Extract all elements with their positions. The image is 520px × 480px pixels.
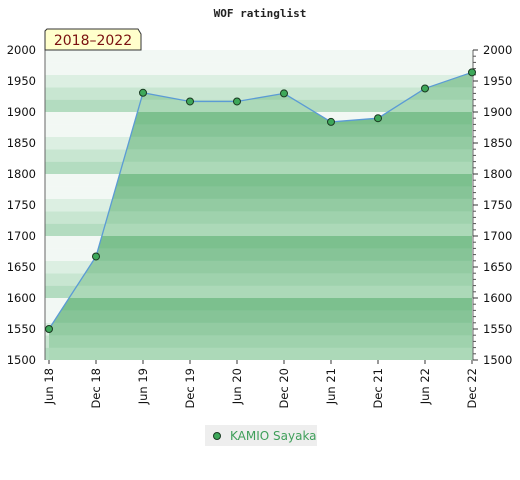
x-tick-label: Jun 19 — [136, 368, 150, 405]
x-tick-label: Jun 22 — [418, 368, 432, 405]
x-tick-label: Jun 21 — [324, 368, 338, 405]
y-tick-label-left: 1800 — [7, 167, 36, 181]
data-point — [92, 252, 100, 261]
y-tick-label-right: 1850 — [483, 136, 512, 150]
y-tick-label-left: 2000 — [7, 43, 36, 57]
y-tick-label-left: 1600 — [7, 291, 36, 305]
data-point — [421, 84, 429, 93]
area-band — [49, 186, 472, 199]
area-band — [49, 347, 472, 360]
x-tick-label: Dec 21 — [371, 368, 385, 409]
legend-marker — [213, 432, 221, 440]
area-band — [49, 136, 472, 150]
legend-label: KAMIO Sayaka — [230, 429, 317, 443]
area-band — [49, 248, 472, 261]
area-band — [49, 322, 472, 336]
y-tick-label-left: 1700 — [7, 229, 36, 243]
y-tick-label-right: 2000 — [483, 43, 512, 57]
y-tick-label-right: 1650 — [483, 260, 512, 274]
rating-line — [48, 71, 473, 330]
area-band — [49, 149, 472, 162]
data-point — [468, 68, 476, 77]
chart-title: WOF ratinglist — [214, 7, 307, 20]
y-tick-label-right: 1500 — [483, 353, 512, 367]
y-tick-label-left: 1850 — [7, 136, 36, 150]
area-band — [49, 198, 472, 212]
data-point — [327, 117, 335, 126]
area-band — [49, 298, 472, 311]
x-tick-label: Jun 18 — [42, 368, 56, 405]
y-tick-label-right: 1700 — [483, 229, 512, 243]
y-tick-label-right: 1900 — [483, 105, 512, 119]
x-tick-label: Dec 19 — [183, 368, 197, 409]
area-band — [49, 260, 472, 274]
grid-band — [45, 62, 473, 75]
y-tick-label-right: 1800 — [483, 167, 512, 181]
data-point — [139, 88, 147, 97]
data-points — [45, 68, 476, 333]
area-band — [49, 124, 472, 137]
data-point — [186, 97, 194, 106]
y-tick-label-right: 1550 — [483, 322, 512, 336]
x-tick-label: Jun 20 — [230, 368, 244, 405]
x-tick-label: Dec 22 — [465, 368, 479, 409]
area-band — [49, 236, 472, 249]
x-tick-label: Dec 20 — [277, 368, 291, 409]
data-point — [233, 97, 241, 106]
data-point — [280, 89, 288, 98]
y-tick-label-right: 1750 — [483, 198, 512, 212]
y-tick-label-left: 1550 — [7, 322, 36, 336]
x-tick-label: Dec 18 — [89, 368, 103, 409]
area-band — [49, 174, 472, 187]
area-band — [49, 161, 472, 174]
y-axis-right: 1500 1550 1600 1650 1700 1750 1800 1850 1900 1950… — [472, 43, 512, 367]
y-tick-label-left: 1950 — [7, 74, 36, 88]
area-band — [49, 335, 472, 348]
y-tick-label-left: 1650 — [7, 260, 36, 274]
y-tick-label-right: 1950 — [483, 74, 512, 88]
y-tick-label-right: 1600 — [483, 291, 512, 305]
y-tick-label-left: 1750 — [7, 198, 36, 212]
data-point — [374, 114, 382, 123]
legend: KAMIO Sayaka — [205, 425, 317, 446]
data-point — [45, 325, 53, 333]
area-band — [49, 285, 472, 298]
y-tick-label-left: 1500 — [7, 353, 36, 367]
area-band — [49, 310, 472, 323]
period-badge-text: 2018–2022 — [54, 33, 132, 49]
area-band — [49, 273, 472, 286]
x-axis: Jun 18 Dec 18 Jun 19 Dec 19 Jun 20 Dec 20 Jun … — [42, 360, 479, 409]
area-band — [49, 223, 472, 236]
area-bands — [49, 72, 472, 360]
area-band — [49, 211, 472, 224]
y-axis-left: 1500 1550 1600 1650 1700 1750 1800 1850 1900 1950… — [7, 43, 46, 367]
grid-band — [45, 50, 473, 63]
y-tick-label-left: 1900 — [7, 105, 36, 119]
period-badge: 2018–2022 — [44, 28, 142, 51]
grid-band — [45, 74, 473, 88]
